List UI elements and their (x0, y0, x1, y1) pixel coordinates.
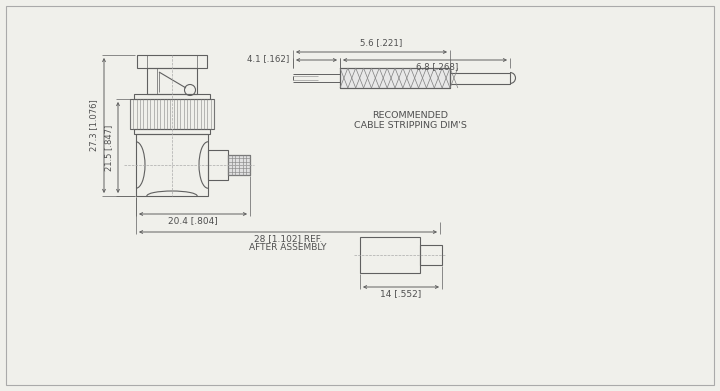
Text: 4.1 [.162]: 4.1 [.162] (247, 54, 289, 63)
Text: 5.6 [.221]: 5.6 [.221] (361, 38, 402, 47)
Bar (420, 245, 442, 265)
Text: AFTER ASSEMBLY: AFTER ASSEMBLY (249, 242, 327, 251)
Bar (228, 155, 250, 175)
Bar (360, 237, 420, 273)
Bar (130, 99, 214, 129)
Text: 21.5 [.847]: 21.5 [.847] (104, 124, 114, 170)
Bar (147, 68, 197, 94)
Bar (340, 68, 450, 88)
Text: CABLE STRIPPING DIM'S: CABLE STRIPPING DIM'S (354, 122, 467, 131)
Bar (136, 134, 208, 196)
Text: 20.4 [.804]: 20.4 [.804] (168, 217, 218, 226)
Text: 27.3 [1.076]: 27.3 [1.076] (89, 100, 99, 151)
Bar (450, 72, 510, 84)
Text: 6.8 [.268]: 6.8 [.268] (416, 62, 458, 71)
Bar (134, 94, 210, 99)
Text: RECOMMENDED: RECOMMENDED (372, 111, 448, 120)
Bar (208, 150, 228, 180)
Bar (228, 155, 250, 175)
Text: 14 [.552]: 14 [.552] (380, 289, 422, 298)
Bar (340, 68, 450, 88)
Bar (137, 55, 207, 68)
Bar (134, 129, 210, 134)
Text: 28 [1.102] REF.: 28 [1.102] REF. (254, 235, 322, 244)
